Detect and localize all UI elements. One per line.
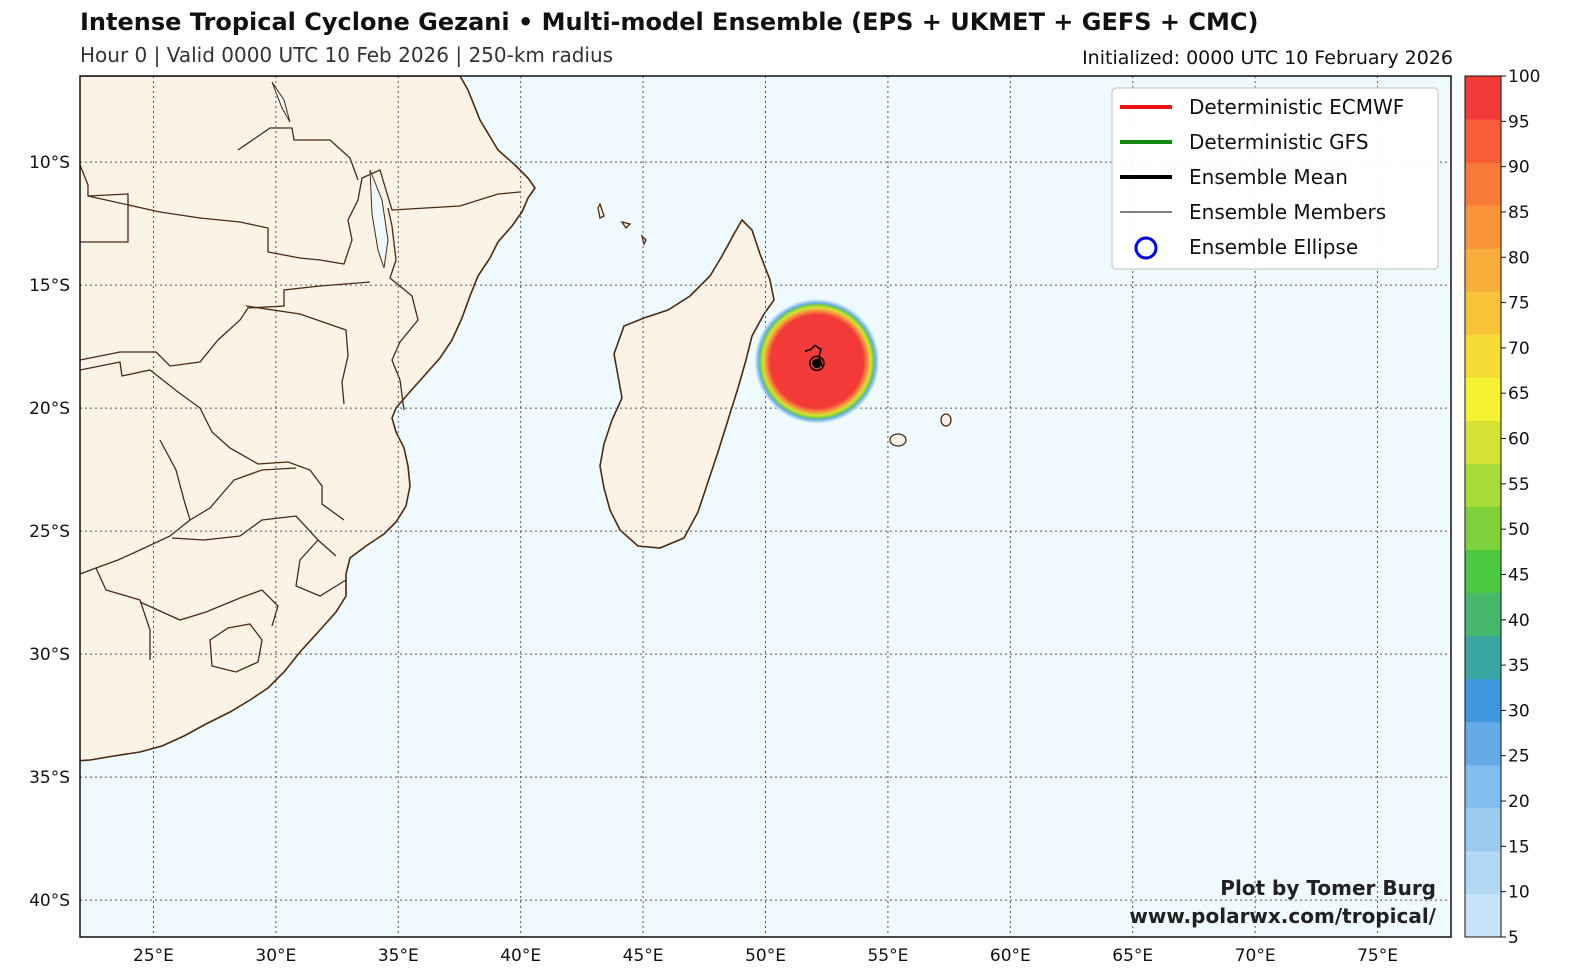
colorbar-segment (1465, 549, 1501, 594)
colorbar-label: 25 (1508, 747, 1530, 767)
lon-tick-label: 75°E (1357, 946, 1398, 966)
colorbar-label: 20 (1508, 792, 1530, 812)
africa-landmass (80, 76, 536, 762)
gridlines (80, 76, 1451, 937)
legend-ellipse-icon (1134, 236, 1158, 260)
map-border (79, 75, 1452, 938)
lon-tick-label: 45°E (623, 946, 664, 966)
lake-feature-2 (271, 81, 291, 123)
lon-tick-label: 55°E (867, 946, 908, 966)
colorbar-label: 45 (1508, 565, 1530, 585)
colorbar-segment (1465, 205, 1501, 249)
mauritius-island (940, 413, 952, 427)
member-track-lines (804, 344, 824, 368)
lon-tick-label: 35°E (378, 946, 419, 966)
colorbar-segment (1465, 764, 1501, 809)
lat-tick-label: 35°S (29, 768, 70, 788)
colorbar-label: 5 (1508, 928, 1519, 948)
lat-tick-label: 20°S (29, 399, 70, 419)
legend-label: Ensemble Ellipse (1189, 235, 1358, 259)
legend-label: Deterministic ECMWF (1189, 95, 1404, 119)
member-cluster (809, 355, 825, 372)
colorbar-segment (1465, 420, 1501, 464)
lon-tick-label: 60°E (990, 946, 1031, 966)
colorbar: 5 10 15 20 25 30 35 40 45 50 55 60 65 70 75 80 85 90 95 100 (1464, 67, 1540, 948)
lat-tick-label: 10°S (29, 153, 70, 173)
credit-line-2: www.polarwx.com/tropical/ (1129, 904, 1436, 928)
colorbar-label: 70 (1508, 339, 1530, 359)
colorbar-segment (1465, 592, 1501, 637)
colorbar-segment (1465, 893, 1501, 938)
colorbar-label: 75 (1508, 294, 1530, 314)
lat-tick-label: 15°S (29, 276, 70, 296)
lat-tick-label: 30°S (29, 645, 70, 665)
lon-tick-label: 65°E (1112, 946, 1153, 966)
colorbar-label: 55 (1508, 475, 1530, 495)
legend-item: Deterministic ECMWF (1120, 95, 1404, 119)
colorbar-label: 40 (1508, 611, 1530, 631)
colorbar-label: 50 (1508, 520, 1530, 540)
colorbar-segment (1465, 162, 1501, 206)
colorbar-segment (1465, 635, 1501, 680)
credit-line-1: Plot by Tomer Burg (1220, 876, 1436, 900)
comoros-island-2 (620, 220, 632, 230)
colorbar-border (1464, 75, 1502, 938)
legend-item: Ensemble Ellipse (1134, 235, 1358, 260)
lon-tick-label: 50°E (745, 946, 786, 966)
land-layer (80, 76, 952, 762)
colorbar-label: 95 (1508, 112, 1530, 132)
latitude-labels: 10°S 15°S 20°S 25°S 30°S 35°S 40°S (29, 153, 70, 911)
colorbar-segment (1465, 119, 1501, 163)
legend: Deterministic ECMWF Deterministic GFS Ense… (1111, 87, 1439, 270)
colorbar-segment (1465, 850, 1501, 895)
legend-label: Deterministic GFS (1189, 130, 1369, 154)
colorbar-label: 60 (1508, 430, 1530, 450)
legend-item: Ensemble Mean (1120, 165, 1348, 189)
lon-tick-label: 40°E (500, 946, 541, 966)
comoros-island-1 (597, 202, 605, 219)
colorbar-segment (1465, 807, 1501, 852)
colorbar-label: 80 (1508, 248, 1530, 268)
lon-tick-label: 30°E (255, 946, 296, 966)
lon-tick-label: 25°E (133, 946, 174, 966)
lon-tick-label: 70°E (1235, 946, 1276, 966)
country-borders (80, 127, 521, 673)
legend-item: Ensemble Members (1120, 200, 1386, 224)
ensemble-members-track (804, 344, 825, 372)
colorbar-segment (1465, 76, 1501, 120)
colorbar-segment (1465, 334, 1501, 378)
initialized-label: Initialized: 0000 UTC 10 February 2026 (1082, 47, 1453, 69)
colorbar-label: 90 (1508, 158, 1530, 178)
colorbar-label: 100 (1508, 67, 1540, 87)
colorbar-segment (1465, 377, 1501, 421)
chart-subtitle: Hour 0 | Valid 0000 UTC 10 Feb 2026 | 25… (80, 43, 614, 67)
colorbar-label: 85 (1508, 203, 1530, 223)
legend-label: Ensemble Members (1189, 200, 1386, 224)
legend-box (1111, 87, 1439, 270)
colorbar-label: 35 (1508, 656, 1530, 676)
colorbar-segment (1465, 678, 1501, 723)
colorbar-segment (1465, 506, 1501, 551)
colorbar-segment (1465, 721, 1501, 766)
colorbar-segment (1465, 248, 1501, 292)
reunion-island (889, 433, 907, 447)
ensemble-mean-point (812, 358, 822, 369)
colorbar-label: 10 (1508, 883, 1530, 903)
colorbar-segment (1465, 291, 1501, 335)
legend-label: Ensemble Mean (1189, 165, 1348, 189)
colorbar-label: 30 (1508, 701, 1530, 721)
colorbar-label: 15 (1508, 837, 1530, 857)
colorbar-segment (1465, 463, 1501, 507)
lat-tick-label: 40°S (29, 891, 70, 911)
lat-tick-label: 25°S (29, 522, 70, 542)
chart-title: Intense Tropical Cyclone Gezani • Multi-… (80, 8, 1259, 36)
longitude-labels: 25°E 30°E 35°E 40°E 45°E 50°E 55°E 60°E 65°E 70°E… (133, 946, 1398, 966)
colorbar-label: 65 (1508, 384, 1530, 404)
lake-feature (369, 169, 389, 269)
legend-item: Deterministic GFS (1120, 130, 1369, 154)
